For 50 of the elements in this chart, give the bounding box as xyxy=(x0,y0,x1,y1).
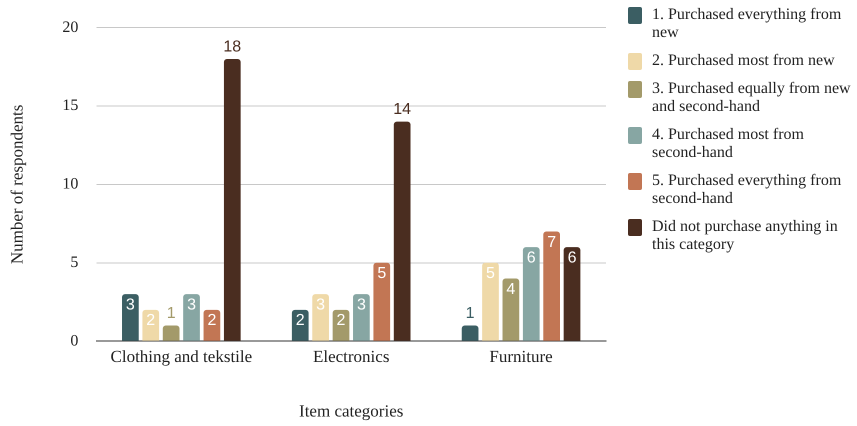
y-tick-label: 15 xyxy=(62,97,78,114)
bar xyxy=(353,294,370,341)
data-label: 6 xyxy=(526,250,536,267)
data-label: 1 xyxy=(466,304,475,322)
legend-label: 5. Purchased everything from second-hand xyxy=(652,172,842,208)
bar xyxy=(183,294,200,341)
data-label: 3 xyxy=(187,296,196,314)
data-label: 2 xyxy=(207,312,216,330)
y-tick-label: 10 xyxy=(62,176,78,193)
y-tick-label: 5 xyxy=(70,254,78,272)
x-axis-title: Item categories xyxy=(299,401,404,420)
bar xyxy=(394,122,411,341)
data-label: 7 xyxy=(547,234,556,251)
data-label: 5 xyxy=(377,265,386,282)
bar xyxy=(564,247,580,341)
bar xyxy=(482,262,499,341)
data-label: 1 xyxy=(166,304,176,322)
data-label: 2 xyxy=(336,312,346,330)
data-label: 5 xyxy=(486,265,496,282)
x-tick-label: Electronics xyxy=(312,346,390,366)
bar xyxy=(204,310,220,341)
legend-label: 2. Purchased most from new xyxy=(652,52,835,70)
legend-label: 1. Purchased everything from new xyxy=(652,6,842,42)
bar xyxy=(502,278,520,341)
legend-label: 4. Purchased most from second-hand xyxy=(652,126,805,162)
legend-label: 3. Purchased equally from new and second-hand xyxy=(652,80,852,116)
legend-label: Did not purchase anything in this category xyxy=(652,218,839,254)
bar xyxy=(122,294,139,341)
data-label: 2 xyxy=(146,312,156,330)
x-tick-label: Furniture xyxy=(489,346,553,366)
data-label: 6 xyxy=(568,250,577,267)
y-tick-label: 20 xyxy=(62,18,78,36)
bar xyxy=(162,326,180,341)
bar xyxy=(543,231,560,341)
data-label: 14 xyxy=(393,101,412,118)
data-label: 3 xyxy=(126,296,135,314)
bar xyxy=(522,247,540,341)
bar xyxy=(462,326,478,341)
y-tick-label: 0 xyxy=(70,332,78,350)
data-label: 4 xyxy=(506,280,516,298)
bar xyxy=(373,262,390,341)
x-tick-label: Clothing and tekstile xyxy=(110,346,252,366)
y-axis-title: Number of respondents xyxy=(8,104,27,264)
data-label: 18 xyxy=(223,38,242,56)
data-label: 3 xyxy=(356,296,366,314)
bar xyxy=(332,310,350,341)
data-label: 3 xyxy=(316,296,326,314)
bar xyxy=(312,294,329,341)
data-label: 2 xyxy=(296,312,305,330)
bar xyxy=(224,58,241,341)
